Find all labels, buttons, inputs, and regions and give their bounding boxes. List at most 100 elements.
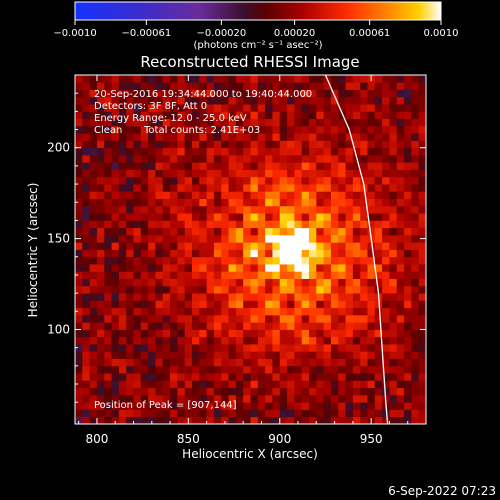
heatmap-cell [96, 104, 105, 112]
colorbar-tick-label: −0.00020 [197, 28, 247, 39]
heatmap-cell [89, 314, 98, 323]
heatmap-cell [404, 394, 412, 403]
heatmap-cell [279, 220, 288, 229]
heatmap-cell [265, 329, 273, 338]
heatmap-cell [177, 169, 186, 178]
heatmap-cell [96, 82, 105, 90]
chart-title: Reconstructed RHESSI Image [140, 53, 359, 71]
heatmap-cell [250, 322, 259, 330]
heatmap-cell [170, 82, 178, 90]
heatmap-cell [382, 322, 390, 330]
heatmap-cell [170, 314, 178, 323]
heatmap-cell [404, 118, 412, 127]
heatmap-cell [338, 118, 346, 127]
heatmap-cell [243, 314, 251, 323]
heatmap-cell [301, 104, 310, 112]
heatmap-cell [352, 133, 361, 141]
heatmap-cell [96, 416, 105, 424]
heatmap-cell [243, 184, 251, 192]
heatmap-cell [301, 169, 310, 178]
heatmap-cell [148, 293, 156, 301]
heatmap-cell [177, 314, 186, 323]
heatmap-cell [177, 104, 186, 112]
heatmap-cell [133, 176, 142, 185]
heatmap-cell [330, 176, 339, 185]
heatmap-cell [184, 394, 193, 403]
heatmap-cell [360, 365, 368, 374]
heatmap-cell [265, 307, 273, 316]
heatmap-cell [360, 169, 368, 178]
heatmap-cell [294, 82, 303, 90]
heatmap-cell [184, 278, 193, 287]
heatmap-cell [155, 365, 164, 374]
heatmap-cell [404, 242, 412, 250]
heatmap-cell [243, 322, 251, 330]
heatmap-cell [287, 336, 295, 345]
heatmap-cell [411, 184, 420, 192]
heatmap-cell [213, 213, 222, 221]
heatmap-cell [257, 409, 266, 418]
heatmap-cell [148, 351, 156, 359]
heatmap-cell [279, 344, 288, 352]
heatmap-cell [133, 169, 142, 178]
heatmap-cell [199, 387, 208, 396]
heatmap-cell [345, 402, 354, 410]
heatmap-cell [330, 184, 339, 192]
heatmap-cell [199, 205, 208, 214]
heatmap-cell [287, 118, 295, 127]
heatmap-cell [96, 394, 105, 403]
heatmap-cell [367, 365, 376, 374]
heatmap-cell [287, 322, 295, 330]
heatmap-cell [279, 314, 288, 323]
heatmap-cell [118, 358, 127, 367]
heatmap-cell [287, 220, 295, 229]
heatmap-cell [184, 300, 193, 309]
heatmap-cell [257, 314, 266, 323]
heatmap-cell [360, 111, 368, 120]
heatmap-cell [243, 264, 251, 272]
heatmap-cell [221, 162, 229, 170]
heatmap-cell [287, 169, 295, 178]
heatmap-cell [111, 271, 120, 279]
heatmap-cell [206, 365, 215, 374]
heatmap-cell [418, 409, 426, 418]
heatmap-cell [126, 373, 134, 381]
heatmap-cell [96, 293, 105, 301]
heatmap-cell [89, 300, 98, 309]
heatmap-cell [235, 191, 244, 199]
heatmap-cell [411, 409, 420, 418]
heatmap-cell [389, 249, 398, 258]
heatmap-cell [155, 344, 164, 352]
heatmap-cell [104, 140, 112, 149]
heatmap-cell [170, 264, 178, 272]
heatmap-cell [221, 82, 229, 90]
heatmap-cell [323, 293, 332, 301]
heatmap-cell [192, 271, 200, 279]
heatmap-cell [323, 307, 332, 316]
heatmap-cell [367, 89, 376, 98]
heatmap-cell [272, 278, 281, 287]
heatmap-cell [360, 373, 368, 381]
heatmap-cell [148, 96, 156, 105]
heatmap-cell [389, 133, 398, 141]
heatmap-cell [316, 394, 325, 403]
heatmap-cell [148, 278, 156, 287]
heatmap-cell [184, 154, 193, 163]
heatmap-cell [287, 234, 295, 243]
heatmap-cell [199, 111, 208, 120]
heatmap-cell [126, 205, 134, 214]
heatmap-cell [338, 169, 346, 178]
heatmap-cell [330, 402, 339, 410]
heatmap-cell [250, 82, 259, 90]
heatmap-cell [133, 358, 142, 367]
heatmap-cell [272, 344, 281, 352]
heatmap-cell [228, 336, 237, 345]
heatmap-cell [367, 198, 376, 207]
heatmap-cell [140, 285, 149, 294]
heatmap-cell [243, 307, 251, 316]
heatmap-cell [257, 154, 266, 163]
heatmap-cell [184, 147, 193, 156]
heatmap-cell [404, 220, 412, 229]
heatmap-cell [104, 227, 112, 236]
heatmap-cell [126, 184, 134, 192]
